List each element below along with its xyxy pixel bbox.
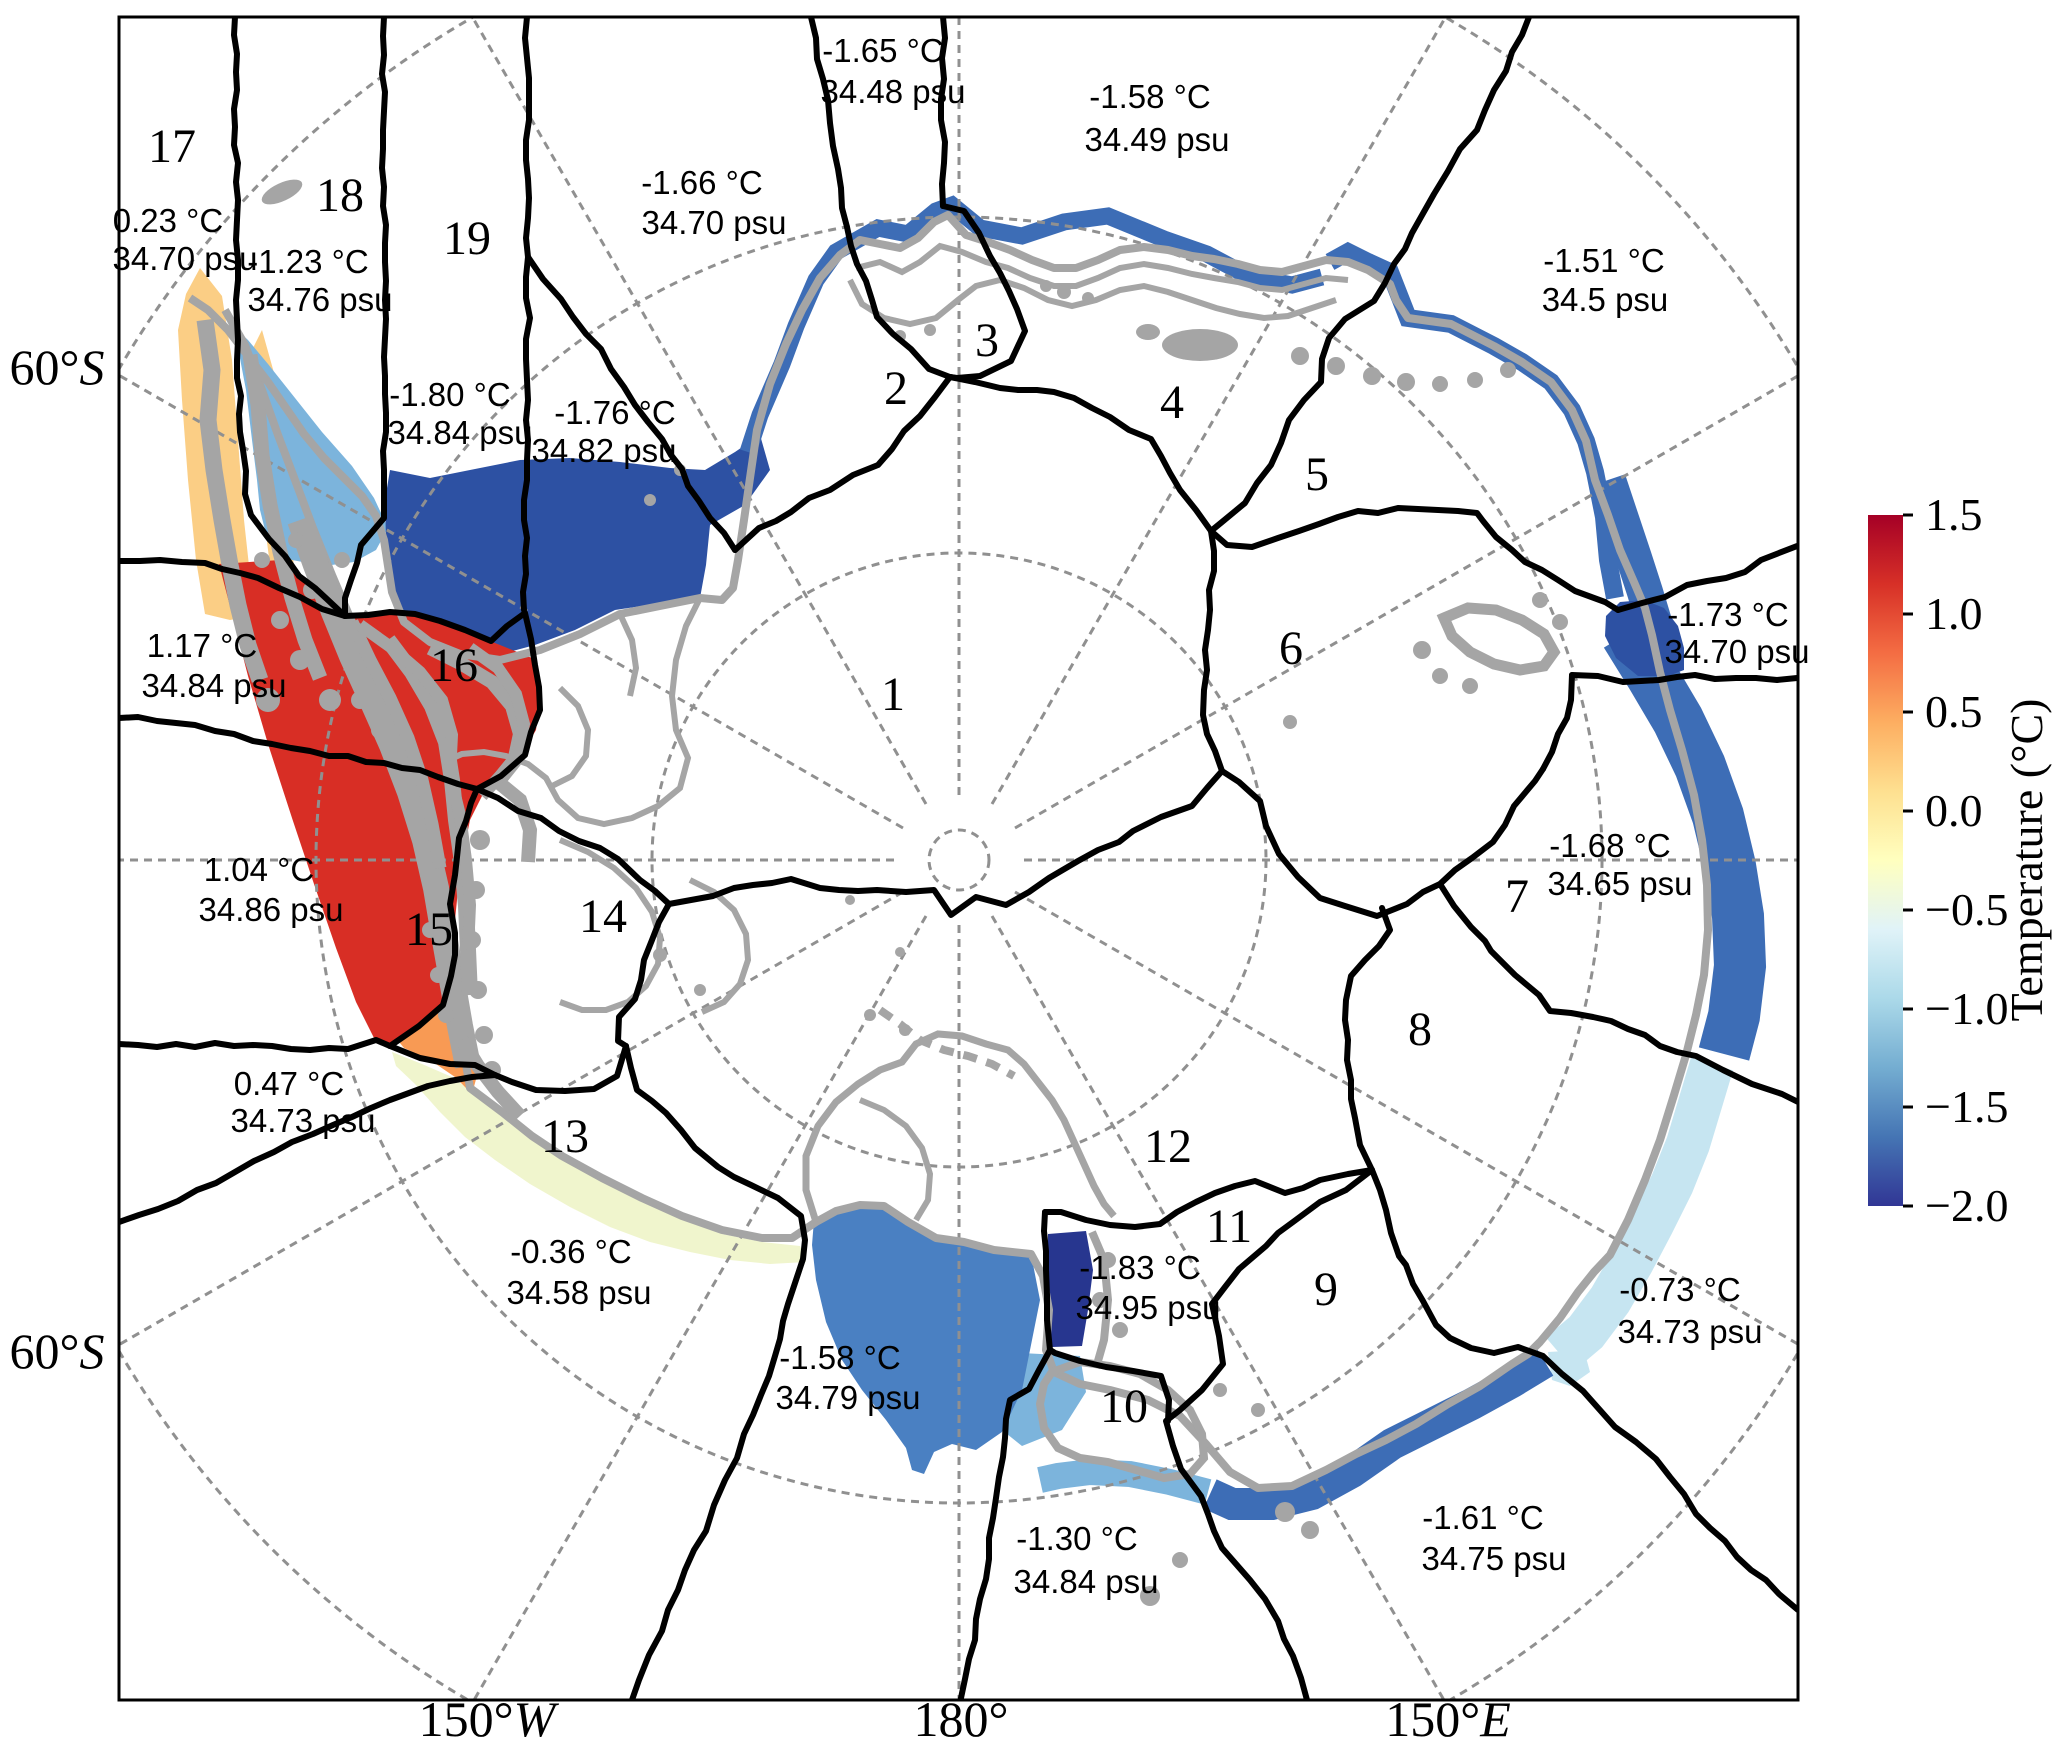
svg-text:-0.73 °C: -0.73 °C — [1619, 1271, 1740, 1308]
svg-text:34.49 psu: 34.49 psu — [1085, 121, 1230, 158]
svg-text:15: 15 — [405, 903, 453, 956]
svg-text:12: 12 — [1144, 1120, 1192, 1173]
svg-text:8: 8 — [1408, 1003, 1432, 1056]
svg-text:-1.58 °C: -1.58 °C — [779, 1339, 900, 1376]
svg-text:4: 4 — [1160, 376, 1184, 429]
svg-text:34.73 psu: 34.73 psu — [231, 1102, 376, 1139]
svg-text:-1.76 °C: -1.76 °C — [554, 394, 675, 431]
svg-text:34.48 psu: 34.48 psu — [821, 73, 966, 110]
svg-text:7: 7 — [1505, 870, 1529, 923]
svg-text:9: 9 — [1314, 1263, 1338, 1316]
svg-text:1.5: 1.5 — [1925, 489, 1983, 540]
svg-text:0.47 °C: 0.47 °C — [234, 1065, 344, 1102]
svg-text:1.0: 1.0 — [1925, 588, 1983, 639]
svg-text:34.95 psu: 34.95 psu — [1076, 1289, 1221, 1326]
svg-text:0.0: 0.0 — [1925, 785, 1983, 836]
svg-text:34.5 psu: 34.5 psu — [1542, 281, 1669, 318]
svg-text:34.73 psu: 34.73 psu — [1618, 1313, 1763, 1350]
svg-text:10: 10 — [1100, 1380, 1148, 1433]
svg-text:34.70 psu: 34.70 psu — [642, 204, 787, 241]
svg-text:−1.0: −1.0 — [1925, 983, 2008, 1034]
svg-text:19: 19 — [443, 212, 491, 265]
svg-text:-1.23 °C: -1.23 °C — [247, 243, 368, 280]
svg-text:34.86 psu: 34.86 psu — [199, 891, 344, 928]
svg-text:−0.5: −0.5 — [1925, 884, 2008, 935]
svg-text:0.23 °C: 0.23 °C — [113, 202, 223, 239]
svg-text:−1.5: −1.5 — [1925, 1081, 2008, 1132]
svg-text:34.65 psu: 34.65 psu — [1548, 865, 1693, 902]
svg-text:34.82 psu: 34.82 psu — [532, 432, 677, 469]
svg-text:-0.36 °C: -0.36 °C — [510, 1233, 631, 1270]
svg-text:1.04 °C: 1.04 °C — [204, 851, 314, 888]
svg-text:150°W: 150°W — [419, 1691, 560, 1744]
svg-text:34.70 psu: 34.70 psu — [1665, 633, 1810, 670]
svg-text:Temperature (°C): Temperature (°C) — [2001, 699, 2052, 1022]
svg-text:−2.0: −2.0 — [1925, 1180, 2008, 1231]
svg-text:-1.66 °C: -1.66 °C — [641, 164, 762, 201]
svg-text:5: 5 — [1305, 448, 1329, 501]
svg-text:60°S: 60°S — [10, 339, 105, 395]
svg-text:34.70 psu: 34.70 psu — [113, 240, 258, 277]
svg-text:34.79 psu: 34.79 psu — [776, 1379, 921, 1416]
svg-text:0.5: 0.5 — [1925, 686, 1983, 737]
svg-text:34.84 psu: 34.84 psu — [388, 414, 533, 451]
svg-text:34.76 psu: 34.76 psu — [248, 281, 393, 318]
svg-text:11: 11 — [1206, 1200, 1252, 1253]
svg-text:1: 1 — [881, 668, 905, 721]
svg-text:-1.68 °C: -1.68 °C — [1549, 827, 1670, 864]
svg-text:3: 3 — [975, 314, 999, 367]
svg-text:-1.73 °C: -1.73 °C — [1667, 596, 1788, 633]
svg-text:180°: 180° — [914, 1691, 1009, 1744]
svg-text:17: 17 — [148, 120, 196, 173]
svg-text:13: 13 — [541, 1110, 589, 1163]
svg-text:1.17 °C: 1.17 °C — [147, 627, 257, 664]
svg-text:34.58 psu: 34.58 psu — [507, 1274, 652, 1311]
svg-text:18: 18 — [316, 169, 364, 222]
svg-text:34.84 psu: 34.84 psu — [142, 667, 287, 704]
svg-text:14: 14 — [579, 890, 627, 943]
svg-text:60°S: 60°S — [10, 1323, 105, 1379]
svg-text:-1.83 °C: -1.83 °C — [1079, 1249, 1200, 1286]
svg-text:-1.80 °C: -1.80 °C — [389, 376, 510, 413]
svg-text:-1.65 °C: -1.65 °C — [822, 32, 943, 69]
svg-text:-1.61 °C: -1.61 °C — [1422, 1499, 1543, 1536]
svg-text:6: 6 — [1279, 622, 1303, 675]
svg-text:150°E: 150°E — [1385, 1691, 1511, 1744]
svg-text:-1.58 °C: -1.58 °C — [1089, 78, 1210, 115]
svg-text:16: 16 — [430, 639, 478, 692]
svg-text:2: 2 — [884, 362, 908, 415]
svg-text:34.75 psu: 34.75 psu — [1422, 1540, 1567, 1577]
svg-text:-1.51 °C: -1.51 °C — [1543, 242, 1664, 279]
svg-text:34.84 psu: 34.84 psu — [1014, 1563, 1159, 1600]
svg-text:-1.30 °C: -1.30 °C — [1016, 1520, 1137, 1557]
